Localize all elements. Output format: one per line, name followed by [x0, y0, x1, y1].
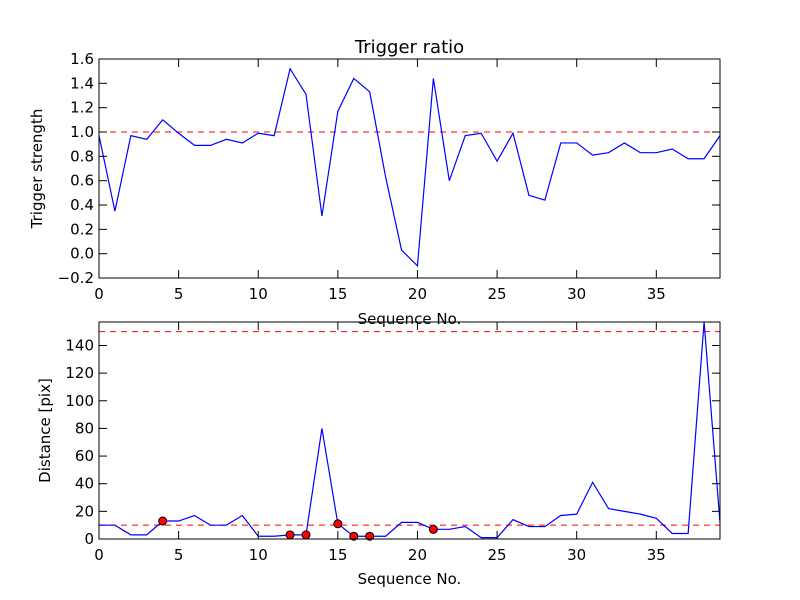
chart-1-plot-frame: [98, 58, 721, 279]
chart-2-x-tick-label: 5: [174, 546, 184, 564]
chart-2-y-axis-label: Distance [pix]: [36, 378, 54, 483]
chart-1-y-tick-label: 1.0: [70, 123, 94, 141]
chart-2-y-tick-label: 0: [84, 530, 94, 548]
chart-2-x-tick-label: 35: [647, 546, 666, 564]
chart-2-y-tick-label: 20: [75, 502, 94, 520]
chart-2-x-axis-label: Sequence No.: [358, 570, 462, 588]
chart-1-x-axis-label: Sequence No.: [358, 310, 462, 328]
chart-1-y-tick-label: 0.6: [70, 172, 94, 190]
chart-1-x-tick-label: 25: [488, 285, 507, 303]
chart-1-y-tick-label: 1.6: [70, 50, 94, 68]
chart-2-y-axis: 0 20 40 60 80 100 120 140: [65, 336, 720, 548]
chart-2-y-tick-label: 60: [75, 447, 94, 465]
chart-1-y-tick-label: 0.2: [70, 220, 94, 238]
chart-1-y-tick-label: 1.2: [70, 99, 94, 117]
chart-1-y-axis: −0.2 0.0 0.2 0.4 0.6 0.8 1.0 1.2 1.4 1.6: [58, 50, 720, 287]
chart-1-y-tick-label: 0.0: [70, 245, 94, 263]
chart-2-series-line-1: [99, 322, 720, 539]
chart-1-y-tick-label: −0.2: [58, 269, 94, 287]
chart-2-x-tick-label: 0: [94, 546, 104, 564]
chart-2-x-tick-label: 10: [249, 546, 268, 564]
chart-2-marker-point: [158, 516, 168, 526]
chart-2-y-tick-label: 40: [75, 475, 94, 493]
chart-2-x-tick-label: 15: [328, 546, 347, 564]
chart-1-y-tick-label: 0.4: [70, 196, 94, 214]
chart-1-x-tick-label: 5: [174, 285, 184, 303]
chart-2-marker-point: [349, 531, 359, 541]
chart-2-y-tick-label: 100: [65, 392, 94, 410]
chart-2-y-tick-label: 80: [75, 419, 94, 437]
chart-1-y-axis-label: Trigger strength: [28, 109, 46, 230]
chart-2-plot-frame: [98, 321, 721, 540]
chart-2-x-axis: 0 5 10 15 20 25 30 35: [94, 322, 666, 564]
chart-2-marker-point: [285, 530, 295, 540]
chart-2-y-tick-label: 140: [65, 336, 94, 354]
chart-1-x-tick-label: 15: [328, 285, 347, 303]
chart-2-x-tick-label: 25: [488, 546, 507, 564]
chart-2-marker-point: [365, 531, 375, 541]
chart-2-x-tick-label: 30: [567, 546, 586, 564]
chart-2-marker-point: [333, 519, 343, 529]
chart-1-x-tick-label: 0: [94, 285, 104, 303]
chart-2-marker-point: [301, 530, 311, 540]
chart-1-x-tick-label: 30: [567, 285, 586, 303]
chart-1-data-layer: [99, 67, 720, 268]
chart-2-x-tick-label: 20: [408, 546, 427, 564]
chart-2-data-layer: [99, 322, 720, 541]
chart-2-marker-point: [428, 524, 438, 534]
chart-1-series-line-1: [99, 67, 720, 268]
chart-1-title: Trigger ratio: [354, 37, 464, 58]
chart-1-x-tick-label: 10: [249, 285, 268, 303]
chart-1-x-tick-label: 20: [408, 285, 427, 303]
chart-1-x-tick-label: 35: [647, 285, 666, 303]
chart-2-y-tick-label: 120: [65, 364, 94, 382]
chart-1-y-tick-label: 1.4: [70, 74, 94, 92]
chart-1-x-axis: 0 5 10 15 20 25 30 35: [94, 59, 666, 303]
chart-1-y-tick-label: 0.8: [70, 147, 94, 165]
